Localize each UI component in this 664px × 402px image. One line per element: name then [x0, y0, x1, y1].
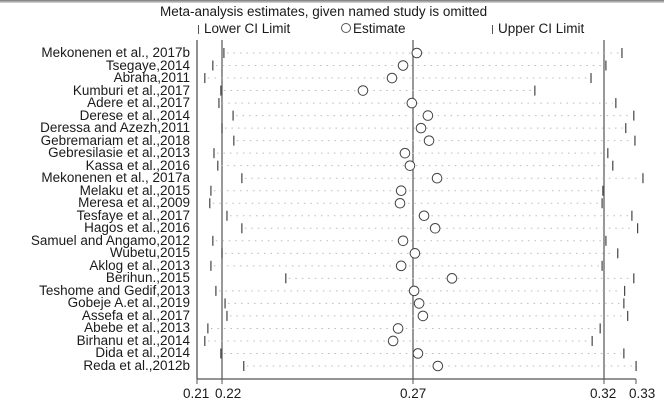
legend-estimate: Estimate [341, 21, 406, 36]
study-label: Tsegaye,2014 [105, 57, 190, 73]
study-label: Reda et al.,2012b [83, 358, 190, 373]
study-label: Derese et al.,2014 [79, 107, 190, 123]
study-label: Deressa and Azezh,2011 [40, 120, 190, 136]
estimate-circle [397, 235, 409, 247]
x-tick-label: 0.33 [629, 386, 656, 401]
estimate-circle [394, 197, 406, 209]
x-tick-label: 0.32 [590, 386, 617, 401]
lower-ci-bar-icon [198, 25, 199, 34]
study-label: Adere et al.,2017 [87, 95, 190, 111]
study-label: Berihun.,2015 [105, 270, 190, 286]
study-label: Mekonenen et al., 2017a [41, 170, 190, 186]
legend-lower-ci: Lower CI Limit [198, 21, 290, 36]
estimate-circle [418, 210, 430, 222]
study-label: Samuel and Angamo,2012 [30, 232, 190, 248]
estimate-circle [404, 160, 416, 171]
estimate-circle [413, 298, 425, 309]
estimate-circle [392, 323, 404, 334]
study-label: Melaku et al.,2015 [79, 182, 190, 198]
estimate-circle [432, 360, 444, 372]
estimate-circle [431, 172, 443, 184]
estimate-circle [408, 285, 420, 297]
study-label: Kassa et al.,2016 [85, 157, 190, 173]
estimate-circle [422, 110, 434, 121]
estimate-circle [387, 335, 399, 347]
study-label: Mekonenen et al., 2017b [41, 45, 190, 60]
estimate-circle [406, 97, 418, 109]
study-label: Meresa et al.,2009 [78, 195, 190, 211]
study-label: Hagos et al.,2016 [84, 220, 190, 236]
estimate-circle [412, 348, 424, 359]
estimate-circle [409, 248, 421, 259]
legend-upper-ci: Upper CI Limit [492, 21, 584, 36]
study-label: Kumburi et al.,2017 [72, 82, 190, 98]
x-tick-label: 0.21 [183, 386, 210, 401]
x-tick-label: 0.22 [215, 386, 242, 401]
study-label: Gebresilasie et al.,2013 [48, 145, 190, 161]
study-label: Gobeje A.et al.,2019 [67, 295, 190, 311]
window-top-edge [0, 0, 664, 3]
study-label: Tesfaye et al.,2017 [76, 207, 190, 223]
estimate-circle-icon [341, 23, 351, 33]
study-label: Gebremariam et al.,2018 [40, 132, 190, 148]
estimate-circle [386, 72, 398, 84]
estimate-circle [446, 273, 458, 284]
study-label: Abraha,2011 [113, 70, 190, 86]
x-tick-label: 0.27 [400, 386, 427, 401]
estimate-circle [395, 185, 407, 197]
estimate-circle [357, 85, 369, 96]
study-label: Wubetu,2015 [109, 245, 190, 261]
estimate-circle [397, 60, 409, 71]
study-label: Dida et al.,2014 [95, 345, 190, 361]
estimate-circle [411, 47, 423, 59]
upper-ci-bar-icon [492, 25, 493, 34]
estimate-circle [417, 310, 429, 322]
chart-title: Meta-analysis estimates, given named stu… [160, 4, 488, 19]
estimate-circle [399, 147, 411, 159]
estimate-circle [415, 122, 427, 134]
estimate-circle [423, 135, 435, 146]
study-label: Abebe et al.,2013 [84, 320, 190, 336]
study-label: Aklog et al.,2013 [89, 257, 190, 273]
estimate-circle [429, 222, 441, 234]
estimate-circle [395, 260, 407, 272]
study-label: Teshome and Gedif,2013 [39, 282, 190, 298]
study-label: Birhanu et al.,2014 [76, 332, 190, 348]
study-label: Assefa et al.,2017 [81, 307, 190, 323]
